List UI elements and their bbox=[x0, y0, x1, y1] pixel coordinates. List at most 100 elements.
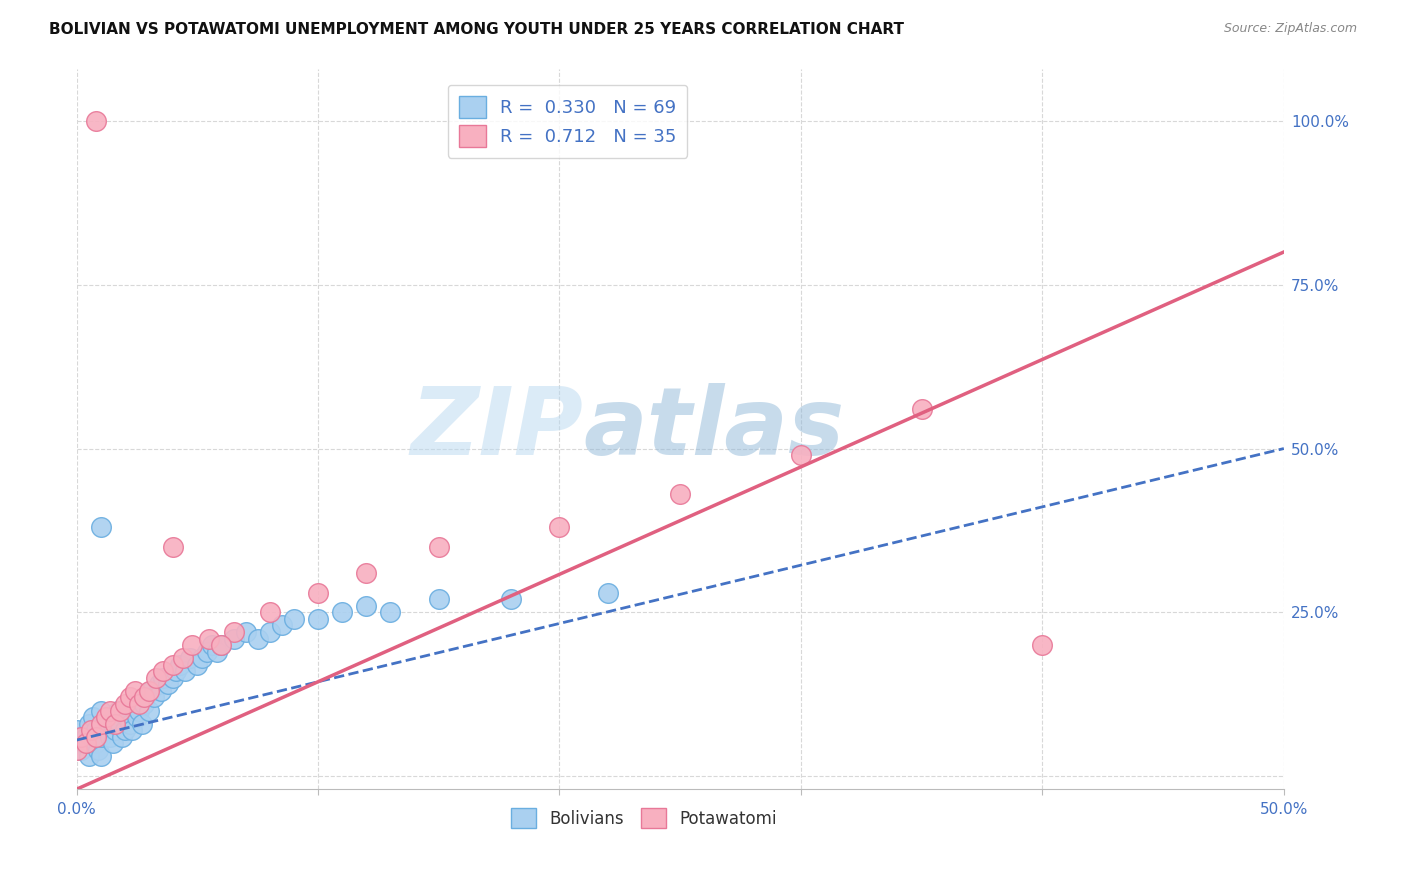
Point bbox=[131, 716, 153, 731]
Point bbox=[98, 730, 121, 744]
Point bbox=[121, 723, 143, 738]
Point bbox=[101, 736, 124, 750]
Point bbox=[141, 684, 163, 698]
Text: Source: ZipAtlas.com: Source: ZipAtlas.com bbox=[1223, 22, 1357, 36]
Point bbox=[101, 716, 124, 731]
Point bbox=[111, 730, 134, 744]
Point bbox=[142, 690, 165, 705]
Point bbox=[108, 716, 131, 731]
Point bbox=[427, 592, 450, 607]
Point bbox=[181, 638, 204, 652]
Point bbox=[82, 730, 104, 744]
Point bbox=[427, 540, 450, 554]
Point bbox=[380, 605, 402, 619]
Point bbox=[65, 743, 87, 757]
Point bbox=[80, 723, 103, 738]
Point bbox=[75, 736, 97, 750]
Point bbox=[138, 704, 160, 718]
Legend: Bolivians, Potawatomi: Bolivians, Potawatomi bbox=[505, 801, 783, 835]
Point bbox=[222, 624, 245, 639]
Point bbox=[82, 710, 104, 724]
Point bbox=[128, 697, 150, 711]
Point bbox=[94, 710, 117, 724]
Point bbox=[501, 592, 523, 607]
Text: ZIP: ZIP bbox=[411, 383, 583, 475]
Point bbox=[174, 665, 197, 679]
Point bbox=[259, 605, 281, 619]
Point bbox=[209, 638, 232, 652]
Point bbox=[65, 730, 87, 744]
Point bbox=[205, 645, 228, 659]
Point bbox=[172, 651, 194, 665]
Point bbox=[90, 704, 112, 718]
Point bbox=[73, 736, 96, 750]
Point bbox=[134, 690, 156, 705]
Point bbox=[1031, 638, 1053, 652]
Point bbox=[125, 710, 148, 724]
Point bbox=[790, 448, 813, 462]
Point bbox=[87, 730, 110, 744]
Point bbox=[84, 114, 107, 128]
Point bbox=[235, 624, 257, 639]
Point bbox=[75, 730, 97, 744]
Point bbox=[165, 665, 187, 679]
Point bbox=[283, 612, 305, 626]
Point bbox=[90, 716, 112, 731]
Point bbox=[157, 677, 180, 691]
Point bbox=[162, 657, 184, 672]
Point bbox=[911, 402, 934, 417]
Point bbox=[152, 665, 174, 679]
Point bbox=[90, 520, 112, 534]
Point bbox=[162, 671, 184, 685]
Point bbox=[108, 704, 131, 718]
Point bbox=[270, 618, 292, 632]
Point bbox=[330, 605, 353, 619]
Point bbox=[77, 736, 100, 750]
Point bbox=[186, 657, 208, 672]
Point bbox=[94, 723, 117, 738]
Point bbox=[124, 684, 146, 698]
Point bbox=[65, 723, 87, 738]
Point bbox=[201, 638, 224, 652]
Text: atlas: atlas bbox=[583, 383, 845, 475]
Point bbox=[307, 612, 329, 626]
Point bbox=[98, 704, 121, 718]
Point bbox=[198, 632, 221, 646]
Point bbox=[117, 710, 139, 724]
Point bbox=[118, 690, 141, 705]
Point bbox=[134, 697, 156, 711]
Point bbox=[162, 540, 184, 554]
Point bbox=[84, 736, 107, 750]
Point bbox=[307, 585, 329, 599]
Point bbox=[259, 624, 281, 639]
Point bbox=[169, 657, 191, 672]
Point bbox=[70, 743, 93, 757]
Point bbox=[104, 716, 127, 731]
Point bbox=[124, 704, 146, 718]
Point bbox=[84, 723, 107, 738]
Point bbox=[84, 730, 107, 744]
Point bbox=[150, 684, 173, 698]
Point bbox=[596, 585, 619, 599]
Point bbox=[152, 671, 174, 685]
Point bbox=[114, 723, 136, 738]
Point bbox=[128, 704, 150, 718]
Point bbox=[118, 716, 141, 731]
Point bbox=[356, 599, 378, 613]
Point bbox=[87, 743, 110, 757]
Point bbox=[90, 749, 112, 764]
Point bbox=[80, 736, 103, 750]
Point bbox=[65, 736, 87, 750]
Point bbox=[104, 723, 127, 738]
Point bbox=[70, 730, 93, 744]
Point bbox=[145, 671, 167, 685]
Point bbox=[114, 697, 136, 711]
Point bbox=[356, 566, 378, 580]
Point bbox=[209, 638, 232, 652]
Point bbox=[107, 704, 129, 718]
Point bbox=[548, 520, 571, 534]
Point bbox=[179, 651, 201, 665]
Point bbox=[669, 487, 692, 501]
Point bbox=[77, 716, 100, 731]
Point bbox=[191, 651, 214, 665]
